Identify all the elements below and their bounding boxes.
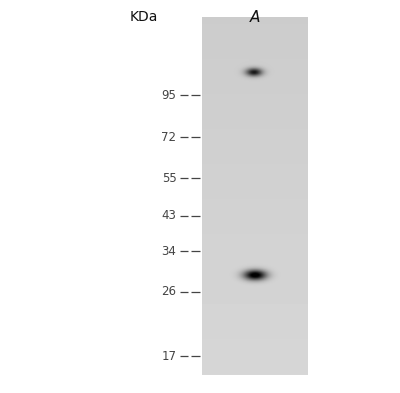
Text: 17: 17 (161, 350, 176, 363)
Text: 72: 72 (161, 131, 176, 144)
Text: 26: 26 (161, 285, 176, 298)
Text: KDa: KDa (130, 10, 158, 24)
Text: 43: 43 (162, 209, 176, 222)
Text: 55: 55 (162, 172, 176, 185)
Text: A: A (250, 10, 260, 25)
Text: 34: 34 (162, 245, 176, 258)
Text: 95: 95 (162, 89, 176, 102)
